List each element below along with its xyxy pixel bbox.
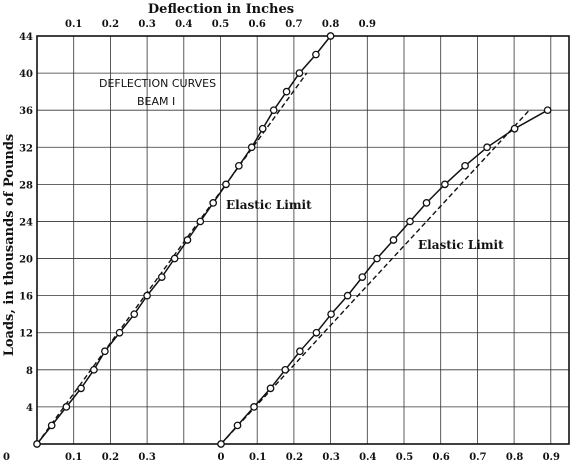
data-point bbox=[33, 440, 41, 448]
data-point bbox=[441, 180, 449, 189]
data-point bbox=[130, 310, 139, 319]
data-point bbox=[62, 403, 71, 411]
x-tick-label: 0.1 bbox=[65, 452, 82, 463]
data-point bbox=[483, 143, 491, 152]
y-axis-label: Loads, in thousands of Pounds bbox=[2, 134, 17, 357]
elastic-line-left bbox=[36, 72, 308, 445]
data-point bbox=[422, 199, 431, 207]
data-point bbox=[196, 217, 205, 226]
elastic-limit-label-left: Elastic Limit bbox=[226, 198, 312, 212]
data-point bbox=[326, 32, 335, 40]
top-tick-label: 0.6 bbox=[248, 19, 265, 30]
y-tick-label: 40 bbox=[19, 69, 33, 80]
data-point bbox=[269, 106, 278, 115]
top-tick-label: 0.5 bbox=[212, 19, 229, 30]
data-point bbox=[115, 328, 124, 337]
bottom-tick-labels: 0.1 0.2 0.3 0 0.1 0.2 0.3 0.4 0.5 0.6 0.7 0.8 0.9 bbox=[65, 452, 560, 463]
data-point bbox=[389, 236, 398, 244]
data-point bbox=[510, 124, 519, 133]
data-point bbox=[543, 106, 552, 115]
data-point bbox=[101, 347, 109, 356]
x-tick-label: 0.1 bbox=[249, 452, 266, 463]
annotation-line-1: DEFLECTION CURVES bbox=[99, 77, 216, 90]
x-tick-label: 0 bbox=[3, 452, 10, 463]
x-tick-label: 0 bbox=[218, 452, 225, 463]
top-tick-label: 0.2 bbox=[102, 19, 119, 30]
x-tick-label: 0.4 bbox=[359, 452, 376, 463]
top-tick-label: 0.3 bbox=[138, 19, 155, 30]
y-tick-label: 44 bbox=[19, 32, 33, 43]
x-tick-label: 0.6 bbox=[432, 452, 449, 463]
elastic-limit-label-right: Elastic Limit bbox=[418, 238, 504, 252]
data-point bbox=[312, 50, 320, 59]
data-point bbox=[327, 310, 335, 319]
y-tick-label: 16 bbox=[19, 292, 33, 303]
data-point bbox=[47, 421, 56, 430]
data-point bbox=[373, 254, 381, 263]
y-tick-label: 12 bbox=[19, 329, 33, 340]
y-tick-label: 20 bbox=[19, 255, 33, 266]
top-tick-label: 0.7 bbox=[285, 19, 302, 30]
data-point bbox=[296, 347, 304, 356]
data-point bbox=[250, 403, 258, 411]
x-tick-label: 0.7 bbox=[469, 452, 486, 463]
data-point bbox=[258, 124, 267, 133]
data-point bbox=[157, 273, 166, 281]
top-tick-label: 0.9 bbox=[359, 19, 376, 30]
data-point bbox=[222, 180, 230, 189]
data-point bbox=[235, 161, 243, 170]
y-tick-label: 32 bbox=[19, 143, 33, 154]
data-point bbox=[461, 161, 469, 170]
y-tick-label: 8 bbox=[26, 366, 33, 377]
data-point bbox=[77, 384, 85, 393]
x-tick-label: 0.5 bbox=[396, 452, 413, 463]
data-point bbox=[209, 199, 218, 207]
y-tick-label: 28 bbox=[19, 180, 33, 191]
top-tick-label: 0.1 bbox=[65, 19, 82, 30]
y-tick-labels: 4 8 12 16 20 24 28 32 36 40 44 0 bbox=[3, 32, 33, 463]
x-tick-label: 0.9 bbox=[543, 452, 560, 463]
data-point bbox=[217, 440, 225, 448]
x-tick-label: 0.2 bbox=[102, 452, 119, 463]
annotation-box: DEFLECTION CURVES BEAM I bbox=[99, 77, 216, 108]
plot-frame bbox=[36, 35, 570, 445]
y-tick-label: 4 bbox=[26, 403, 33, 414]
data-point bbox=[247, 143, 256, 152]
data-point bbox=[281, 365, 290, 374]
curves bbox=[33, 32, 552, 448]
top-tick-label: 0.4 bbox=[175, 19, 192, 30]
data-point bbox=[90, 365, 98, 374]
data-point bbox=[170, 254, 179, 263]
data-point bbox=[358, 273, 367, 281]
data-point bbox=[266, 384, 275, 393]
y-tick-label: 24 bbox=[19, 217, 33, 228]
data-point bbox=[282, 87, 291, 96]
top-tick-labels: 0.1 0.2 0.3 0.4 0.5 0.6 0.7 0.8 0.9 bbox=[65, 19, 376, 30]
curve-line-right bbox=[220, 109, 548, 445]
annotation-line-2: BEAM I bbox=[137, 95, 175, 108]
elastic-line-right bbox=[220, 109, 530, 445]
top-tick-label: 0.8 bbox=[322, 19, 339, 30]
data-point bbox=[233, 421, 242, 430]
plot-border bbox=[36, 35, 570, 445]
x-tick-label: 0.2 bbox=[286, 452, 303, 463]
data-point bbox=[183, 236, 192, 244]
chart-title: Deflection in Inches bbox=[148, 2, 294, 17]
x-tick-label: 0.3 bbox=[138, 452, 155, 463]
y-tick-label: 36 bbox=[19, 106, 33, 117]
x-tick-label: 0.8 bbox=[506, 452, 523, 463]
data-point bbox=[295, 69, 304, 77]
data-point bbox=[143, 291, 151, 300]
data-point bbox=[343, 291, 352, 300]
data-point bbox=[312, 328, 321, 337]
x-tick-label: 0.3 bbox=[322, 452, 339, 463]
data-point bbox=[406, 217, 414, 226]
